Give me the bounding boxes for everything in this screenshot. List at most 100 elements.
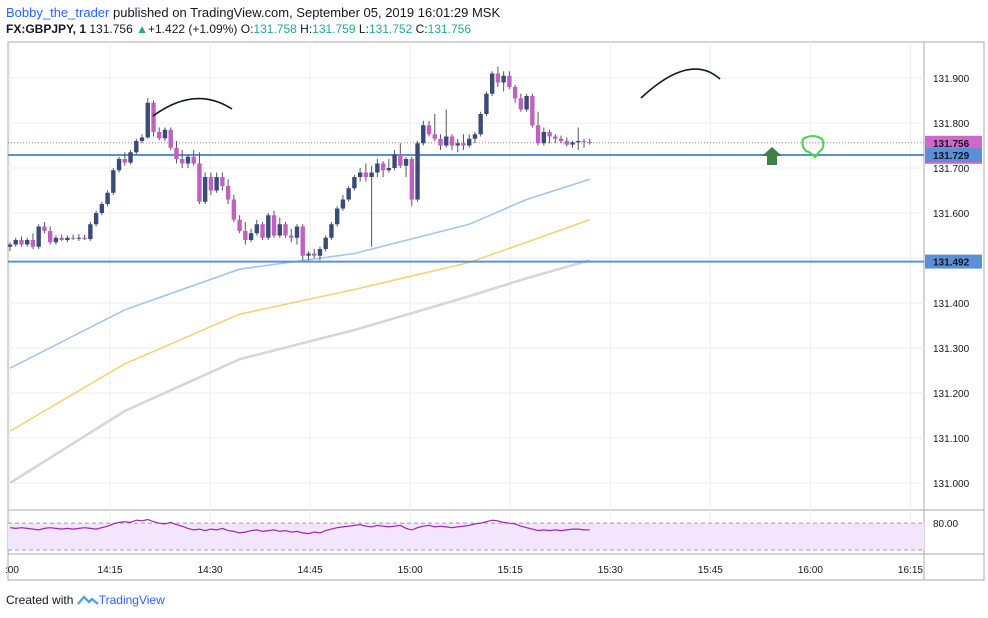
candle-body [512,87,518,99]
candle-body [30,240,36,247]
candle-body [7,244,13,247]
author-link[interactable]: Bobby_the_trader [6,5,110,20]
candle-body [254,224,260,234]
candle-body [122,159,127,163]
candle-body [53,237,59,243]
candle-body [403,159,409,166]
candle-body [134,141,139,153]
up-triangle-icon: ▲ [136,22,148,36]
candle-body [151,102,156,132]
candle-body [271,215,277,236]
y-tick-label: 131.800 [933,119,970,130]
candle-body [489,73,495,94]
candle-body [289,235,294,238]
candlestick-series [7,66,592,261]
candle-body [386,168,392,171]
candle-body [380,163,386,171]
candle-body [243,231,248,240]
published-text: published on TradingView.com, September … [112,5,501,20]
y-tick-label: 131.600 [933,209,970,220]
price-label-box [925,147,982,162]
moving-average-line [9,218,590,432]
candle-body [231,199,237,220]
candle-body [553,136,558,139]
candle-body [93,213,99,225]
candle-body [507,75,512,87]
ohlc-low-label: L: [358,22,369,36]
candle-body [59,237,64,240]
x-tick-label: 14:15 [98,565,123,576]
symbol-name: FX:GBPJPY, 1 [6,22,87,36]
candle-body [518,98,524,110]
moving-average-line [9,258,591,485]
candle-body [455,143,460,146]
candle-body [547,132,552,137]
candle-body [76,237,82,239]
candle-body [294,226,300,238]
candle-body [19,240,24,245]
candle-body [363,172,369,177]
x-tick-label: 15:30 [598,565,623,576]
y-tick-label: 131.000 [933,479,970,490]
candle-body [220,177,225,186]
y-tick-label: 131.300 [933,344,970,355]
candle-body [558,138,564,141]
tradingview-link[interactable]: TradingView [98,593,165,607]
candle-body [260,224,265,238]
ohlc-close-value: 131.756 [427,22,472,36]
candle-body [266,215,271,238]
candle-body [99,204,105,213]
arc-drawing-right [640,68,721,99]
ohlc-open-label: O: [240,22,254,36]
chart-frame [7,41,985,581]
x-tick-label: 14:45 [298,565,323,576]
y-tick-label: 131.100 [933,434,970,445]
candle-body [541,132,547,144]
candle-body [375,163,380,173]
candle-body [208,177,214,191]
footer: Created with TradingView [6,593,165,609]
candle-body [323,237,328,249]
price-label-text: 131.756 [933,139,970,150]
candle-body [65,237,70,240]
candle-body [444,136,449,146]
up-arrow-icon [762,147,782,165]
candle-body [340,199,346,209]
chart-grid [7,41,985,581]
candle-body [392,154,397,168]
x-tick-label: 14:30 [198,565,223,576]
candle-body [334,208,340,225]
created-with-text: Created with [6,593,74,607]
rsi-level-label: 80.00 [933,519,958,530]
price-label-text: 131.492 [933,258,970,269]
x-tick-label: 15:00 [398,565,423,576]
moving-average-lines [9,178,591,485]
candle-body [564,141,569,145]
candle-body [300,226,305,256]
candle-body [478,114,483,135]
candle-body [168,129,173,148]
candle-body [472,134,478,139]
support-levels [8,142,924,263]
candle-body [277,224,282,236]
candle-body [105,192,110,204]
candle-body [42,226,47,231]
candle-body [47,231,53,243]
candle-body [535,125,541,144]
x-tick-label: 16:00 [798,565,823,576]
hand-pointer-icon [801,135,825,159]
publish-line: Bobby_the_trader published on TradingVie… [6,5,500,20]
y-tick-label: 131.200 [933,389,970,400]
annotation-drawings [152,68,825,165]
candle-body [484,93,489,114]
price-change: +1.422 (+1.09%) [148,22,238,36]
candle-body [570,142,575,145]
rsi-pane: 80.00 [8,518,958,551]
candle-body [116,159,122,171]
x-tick-label: :00 [5,565,19,576]
price-label-text: 131.729 [933,151,970,162]
candle-body [36,226,41,247]
x-tick-label: 16:15 [898,565,923,576]
candle-body [180,159,185,164]
